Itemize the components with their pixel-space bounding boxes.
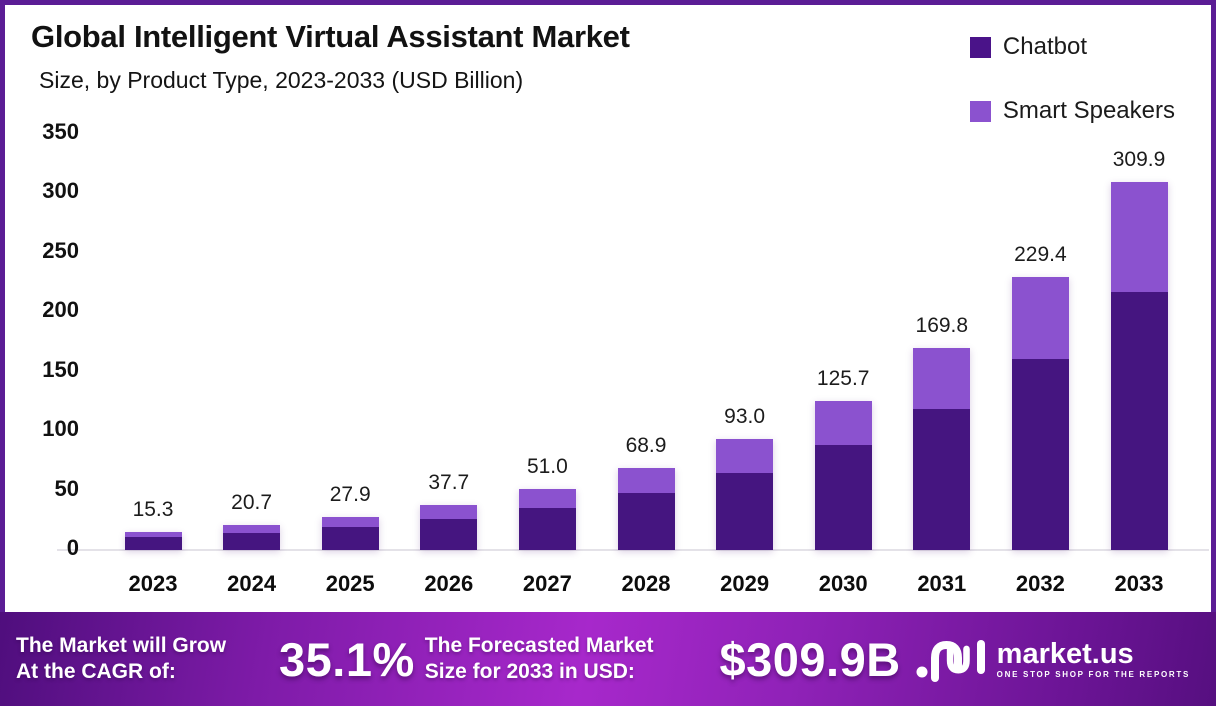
legend-swatch-smart-speakers-icon — [969, 100, 991, 122]
bar-value-label-2030: 125.7 — [816, 366, 870, 390]
x-axis-label-2027: 2027 — [522, 571, 572, 596]
bar-segment-smart-speakers-2027 — [518, 489, 576, 508]
y-axis-tick-150: 150 — [42, 356, 79, 382]
marketus-logo-text: market.us ONE STOP SHOP FOR THE REPORTS — [996, 637, 1190, 679]
bar-2027 — [518, 489, 576, 550]
bar-value-label-2029: 93.0 — [724, 405, 766, 429]
footer-banner: The Market will Grow At the CAGR of: 35.… — [0, 612, 1216, 706]
y-axis-tick-200: 200 — [42, 297, 79, 323]
bar-2030 — [814, 400, 872, 550]
bar-value-label-2028: 68.9 — [625, 434, 667, 458]
bar-segment-smart-speakers-2033 — [1110, 181, 1168, 293]
cagr-caption-line1: The Market will Grow — [16, 634, 227, 657]
x-axis-baseline — [57, 549, 1209, 551]
legend: Chatbot Smart Speakers — [969, 33, 1175, 161]
x-axis-label-2028: 2028 — [621, 571, 671, 596]
forecast-caption: The Forecasted Market Size for 2033 in U… — [425, 633, 714, 685]
bar-segment-chatbot-2025 — [321, 526, 379, 550]
y-axis-tick-0: 0 — [66, 535, 79, 560]
legend-item-chatbot: Chatbot — [969, 33, 1175, 61]
cagr-caption-line2: At the CAGR of: — [16, 660, 176, 683]
bar-segment-chatbot-2026 — [420, 518, 478, 550]
bar-2026 — [420, 505, 478, 550]
marketus-logo-name: market.us — [996, 637, 1134, 670]
chart-subtitle: Size, by Product Type, 2023-2033 (USD Bi… — [39, 67, 524, 93]
bar-value-label-2024: 20.7 — [231, 491, 273, 515]
x-axis-label-2023: 2023 — [128, 571, 178, 596]
bar-value-label-2033: 309.9 — [1112, 147, 1166, 171]
marketus-logo-tagline: ONE STOP SHOP FOR THE REPORTS — [996, 669, 1190, 679]
x-axis-label-2029: 2029 — [720, 571, 770, 596]
bar-segment-smart-speakers-2024 — [223, 525, 281, 533]
bar-segment-chatbot-2028 — [617, 492, 675, 550]
y-axis-tick-300: 300 — [42, 178, 79, 204]
bar-segment-chatbot-2033 — [1110, 292, 1168, 550]
bar-segment-smart-speakers-2023 — [124, 531, 182, 538]
bar-value-label-2026: 37.7 — [428, 471, 470, 495]
bar-segment-chatbot-2030 — [814, 445, 872, 550]
marketus-logo: market.us ONE STOP SHOP FOR THE REPORTS — [915, 632, 1190, 686]
bar-value-label-2025: 27.9 — [329, 482, 371, 506]
bar-value-label-2023: 15.3 — [132, 497, 174, 521]
y-axis-tick-250: 250 — [42, 237, 79, 263]
x-axis-label-2030: 2030 — [818, 571, 868, 596]
x-axis-label-2032: 2032 — [1015, 571, 1065, 596]
bar-segment-smart-speakers-2028 — [617, 468, 675, 493]
x-axis-label-2024: 2024 — [227, 571, 277, 596]
bar-segment-smart-speakers-2032 — [1011, 277, 1069, 360]
bar-segment-chatbot-2027 — [518, 507, 576, 550]
y-axis-tick-50: 50 — [54, 475, 79, 501]
bar-2024 — [223, 525, 281, 550]
x-axis-label-2031: 2031 — [917, 571, 967, 596]
bar-segment-chatbot-2032 — [1011, 359, 1069, 550]
bar-segment-chatbot-2029 — [716, 472, 774, 550]
forecast-caption-line1: The Forecasted Market — [424, 634, 654, 657]
bar-2023 — [124, 531, 182, 550]
bar-2028 — [617, 468, 675, 550]
bar-2029 — [716, 439, 774, 550]
legend-label-chatbot: Chatbot — [1002, 33, 1087, 60]
y-axis-tick-100: 100 — [42, 416, 79, 442]
marketus-logo-icon — [916, 640, 985, 682]
legend-swatch-chatbot-icon — [969, 36, 991, 58]
x-axis-label-2033: 2033 — [1114, 571, 1164, 596]
bar-segment-smart-speakers-2031 — [913, 348, 971, 409]
bar-2031 — [913, 348, 971, 550]
cagr-caption: The Market will Grow At the CAGR of: — [16, 633, 275, 685]
x-axis-label-2026: 2026 — [424, 571, 474, 596]
bar-2025 — [321, 516, 379, 550]
bar-segment-smart-speakers-2026 — [420, 505, 478, 519]
y-axis-tick-350: 350 — [42, 119, 79, 144]
bar-segment-chatbot-2024 — [223, 532, 281, 550]
bar-segment-smart-speakers-2029 — [716, 439, 774, 473]
bar-segment-chatbot-2031 — [913, 408, 971, 550]
forecast-caption-line2: Size for 2033 in USD: — [424, 660, 635, 683]
bar-value-label-2032: 229.4 — [1014, 243, 1067, 267]
legend-item-smart-speakers: Smart Speakers — [969, 97, 1175, 125]
forecast-value: $309.9B — [719, 632, 901, 686]
bar-value-label-2031: 169.8 — [915, 314, 969, 338]
bar-2033 — [1110, 181, 1168, 550]
legend-label-smart-speakers: Smart Speakers — [1002, 97, 1175, 124]
bar-2032 — [1011, 277, 1069, 550]
bar-value-label-2027: 51.0 — [526, 455, 568, 479]
bar-segment-smart-speakers-2025 — [321, 516, 379, 527]
bar-segment-smart-speakers-2030 — [814, 400, 872, 446]
chart-title: Global Intelligent Virtual Assistant Mar… — [31, 19, 630, 54]
plot-area: 0 50 100 150 200 250 300 350 15.3 2023 20.7 2024 27.… — [5, 5, 1211, 701]
bar-segment-chatbot-2023 — [124, 537, 182, 550]
cagr-value: 35.1% — [279, 632, 415, 686]
x-axis-label-2025: 2025 — [325, 571, 375, 596]
